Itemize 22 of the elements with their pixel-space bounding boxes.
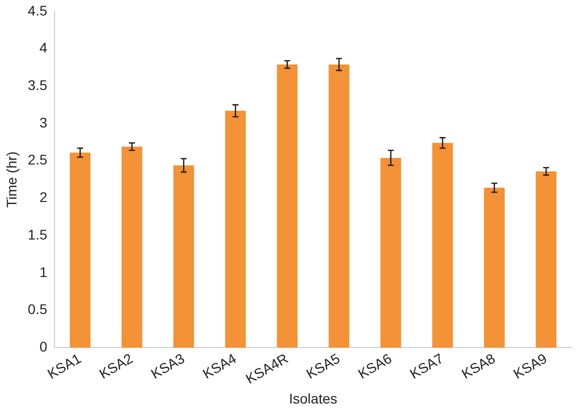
y-tick-label: 3 [39, 114, 48, 130]
bar [484, 188, 505, 348]
y-tick-label: 1 [39, 264, 48, 280]
bar [380, 158, 402, 348]
y-tick-label: 2 [39, 189, 48, 206]
y-tick-label: 4 [39, 40, 48, 56]
bar [173, 165, 194, 348]
y-tick-label: 3.5 [28, 76, 48, 93]
y-tick-label: 0.5 [28, 301, 48, 318]
y-axis-title: Time (hr) [3, 151, 20, 208]
bar [276, 64, 298, 348]
x-axis-title: Isolates [289, 390, 338, 406]
y-tick-label: 2.5 [28, 152, 48, 168]
y-tick-label: 4.5 [28, 2, 48, 18]
y-tick-label: 1.5 [28, 226, 48, 242]
bar [225, 110, 246, 348]
bar [432, 142, 453, 348]
bar [328, 64, 350, 348]
bar [536, 171, 556, 348]
bar [122, 146, 142, 348]
bar [70, 152, 91, 348]
y-tick-label: 0 [39, 338, 48, 355]
